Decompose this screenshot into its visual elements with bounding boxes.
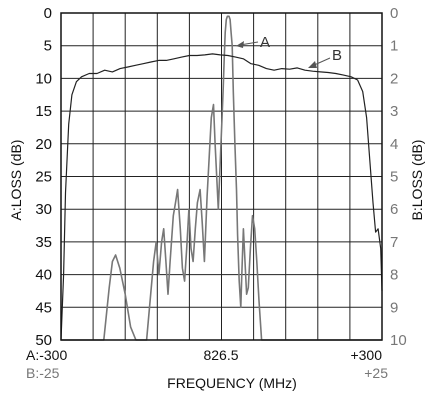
left-tick-label: 0 <box>44 5 52 22</box>
right-tick-label: 8 <box>390 267 398 284</box>
right-tick-label: 6 <box>390 201 398 218</box>
right-tick-label: 3 <box>390 103 398 120</box>
right-axis-ticks: 0 1 2 3 4 5 6 7 8 9 10 <box>390 5 407 349</box>
right-tick-label: 10 <box>390 332 407 349</box>
left-tick-label: 45 <box>35 299 52 316</box>
y-axis-right-title: B:LOSS (dB) <box>409 140 425 221</box>
right-tick-label: 9 <box>390 299 398 316</box>
series-layer <box>60 15 383 341</box>
x-tick-right-b: +25 <box>364 365 388 381</box>
left-tick-label: 30 <box>35 201 52 218</box>
right-tick-label: 7 <box>390 234 398 251</box>
callout-b-arrowhead <box>308 61 317 68</box>
callout-a-label: A <box>260 34 270 51</box>
left-tick-label: 50 <box>35 332 52 349</box>
left-tick-label: 20 <box>35 136 52 153</box>
left-tick-label: 35 <box>35 234 52 251</box>
left-tick-label: 40 <box>35 267 52 284</box>
left-tick-label: 10 <box>35 70 52 87</box>
callout-a: A <box>236 34 270 51</box>
x-tick-right-a: +300 <box>350 347 382 363</box>
x-axis-title: FREQUENCY (MHz) <box>167 375 297 391</box>
x-tick-left-b: B:-25 <box>26 365 60 381</box>
right-tick-label: 4 <box>390 136 398 153</box>
callout-b: B <box>308 47 342 68</box>
y-axis-left-title: A:LOSS (dB) <box>8 140 24 221</box>
right-tick-label: 1 <box>390 38 398 55</box>
callout-b-label: B <box>332 47 342 64</box>
callout-a-arrowhead <box>236 41 244 48</box>
right-tick-label: 5 <box>390 169 398 186</box>
series-b-line <box>60 53 383 341</box>
right-tick-label: 2 <box>390 70 398 87</box>
series-a-line <box>61 15 382 341</box>
x-tick-left-a: A:-300 <box>26 347 67 363</box>
right-tick-label: 0 <box>390 5 398 22</box>
left-tick-label: 25 <box>35 169 52 186</box>
left-tick-label: 5 <box>44 38 52 55</box>
left-tick-label: 15 <box>35 103 52 120</box>
left-axis-ticks: 0 5 10 15 20 25 30 35 40 45 50 <box>35 5 52 349</box>
plot-frame <box>60 12 383 341</box>
x-tick-center: 826.5 <box>203 347 238 363</box>
